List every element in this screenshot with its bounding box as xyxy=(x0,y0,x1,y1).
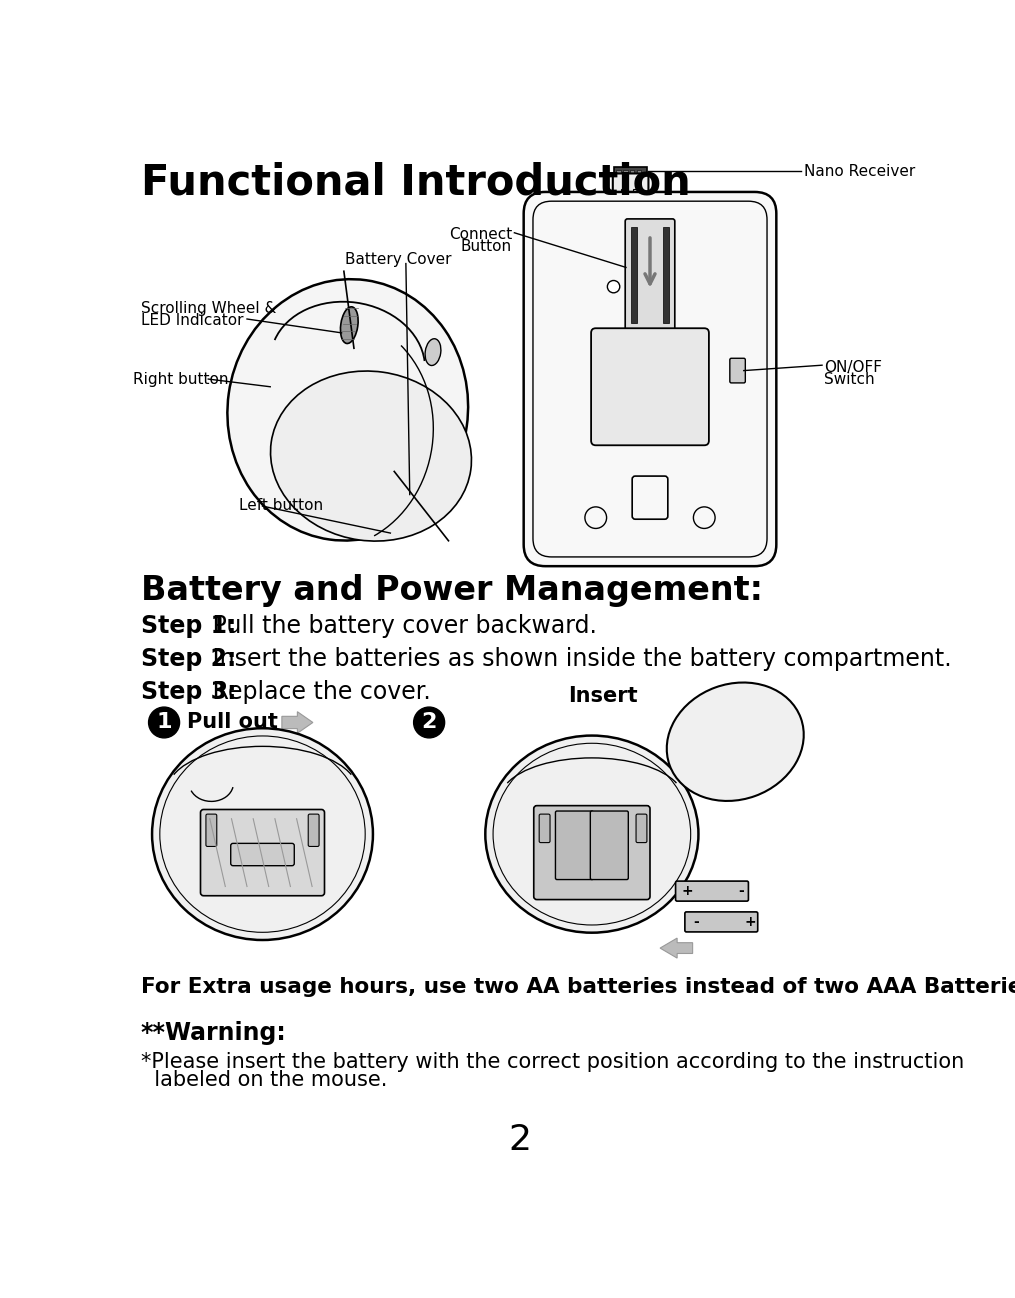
Bar xyxy=(616,170,620,174)
Bar xyxy=(630,227,636,323)
Text: ON/OFF: ON/OFF xyxy=(824,360,882,375)
Ellipse shape xyxy=(227,279,468,540)
Text: Step 1:: Step 1: xyxy=(141,614,236,637)
Text: +: + xyxy=(745,915,756,929)
Polygon shape xyxy=(282,711,313,733)
Text: *Please insert the battery with the correct position according to the instructio: *Please insert the battery with the corr… xyxy=(141,1053,964,1072)
Ellipse shape xyxy=(425,339,441,366)
Bar xyxy=(630,170,634,174)
FancyBboxPatch shape xyxy=(591,328,708,445)
Circle shape xyxy=(414,707,445,737)
Text: 2: 2 xyxy=(509,1123,531,1157)
Text: Connect: Connect xyxy=(449,227,512,241)
Polygon shape xyxy=(660,938,692,958)
Text: Pull out: Pull out xyxy=(188,713,278,732)
Ellipse shape xyxy=(485,736,698,933)
FancyBboxPatch shape xyxy=(555,811,594,880)
Text: Replace the cover.: Replace the cover. xyxy=(205,680,431,704)
Text: Insert the batteries as shown inside the battery compartment.: Insert the batteries as shown inside the… xyxy=(205,646,952,671)
Ellipse shape xyxy=(667,683,804,801)
Text: 2: 2 xyxy=(421,713,436,732)
Text: Right button: Right button xyxy=(133,371,228,387)
Text: Button: Button xyxy=(461,239,512,254)
Bar xyxy=(636,170,641,174)
Text: Switch: Switch xyxy=(824,373,875,387)
Text: Battery and Power Management:: Battery and Power Management: xyxy=(141,574,763,607)
Bar xyxy=(620,190,628,196)
Circle shape xyxy=(148,707,180,737)
Text: Scrolling Wheel &: Scrolling Wheel & xyxy=(141,301,276,315)
Bar xyxy=(623,170,627,174)
Text: Step 3:: Step 3: xyxy=(141,680,236,704)
Text: +: + xyxy=(681,884,693,898)
FancyBboxPatch shape xyxy=(625,219,675,331)
Text: -: - xyxy=(693,915,699,929)
FancyBboxPatch shape xyxy=(524,192,776,566)
Text: Battery Cover: Battery Cover xyxy=(345,252,452,267)
Bar xyxy=(663,227,669,323)
Ellipse shape xyxy=(152,728,373,940)
FancyBboxPatch shape xyxy=(613,174,649,219)
FancyBboxPatch shape xyxy=(309,814,319,846)
Text: Step 2:: Step 2: xyxy=(141,646,236,671)
Text: LED Indicator: LED Indicator xyxy=(141,313,244,328)
FancyBboxPatch shape xyxy=(539,814,550,842)
FancyBboxPatch shape xyxy=(685,912,758,932)
FancyBboxPatch shape xyxy=(201,810,325,896)
FancyBboxPatch shape xyxy=(614,167,647,175)
Text: -: - xyxy=(739,884,744,898)
Text: **Warning:: **Warning: xyxy=(141,1022,286,1045)
FancyBboxPatch shape xyxy=(206,814,217,846)
Text: For Extra usage hours, use two AA batteries instead of two AAA Batteries.: For Extra usage hours, use two AA batter… xyxy=(141,976,1015,997)
Text: Pull the battery cover backward.: Pull the battery cover backward. xyxy=(205,614,597,637)
Text: Nano Receiver: Nano Receiver xyxy=(804,164,916,179)
FancyBboxPatch shape xyxy=(676,881,748,901)
Circle shape xyxy=(607,280,620,293)
FancyBboxPatch shape xyxy=(730,358,745,383)
Ellipse shape xyxy=(271,371,472,541)
FancyBboxPatch shape xyxy=(534,806,650,900)
FancyBboxPatch shape xyxy=(230,844,294,866)
FancyBboxPatch shape xyxy=(636,814,647,842)
FancyBboxPatch shape xyxy=(591,811,628,880)
Text: Insert: Insert xyxy=(568,685,638,706)
Text: Functional Introduction: Functional Introduction xyxy=(141,162,690,204)
Ellipse shape xyxy=(340,306,358,344)
Bar xyxy=(633,190,640,196)
Text: 1: 1 xyxy=(156,713,172,732)
Text: labeled on the mouse.: labeled on the mouse. xyxy=(141,1070,387,1090)
Text: Left button: Left button xyxy=(240,498,324,514)
